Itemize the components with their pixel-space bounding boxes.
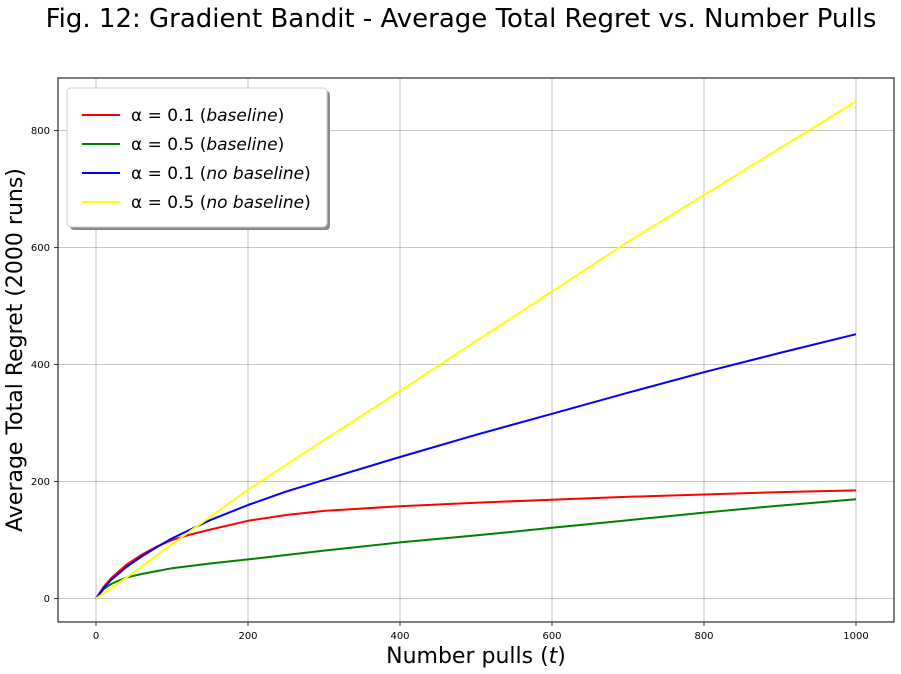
legend-mode: no baseline [206,164,304,184]
legend-entry-3: α = 0.1 (no baseline) [131,164,311,184]
legend-alpha: α = 0.5 ( [131,193,206,213]
x-tick-label: 800 [694,631,713,642]
legend-alpha: α = 0.5 ( [131,135,206,155]
legend-close: ) [304,193,311,213]
x-axis-label-close: ) [557,644,566,669]
legend: α = 0.1 (baseline)α = 0.5 (baseline)α = … [66,87,330,230]
x-tick-label: 400 [390,631,409,642]
series-line-3 [95,333,857,600]
plot-area-frame [57,77,895,623]
legend-close: ) [278,135,285,155]
series-line-1 [95,489,857,600]
x-axis-label-var: t [549,644,559,669]
legend-entry-4: α = 0.5 (no baseline) [131,193,311,213]
y-tick-label: 400 [31,360,50,371]
y-axis-label: Average Total Regret (2000 runs) [3,168,28,532]
axis-ticks: 0 200 400 600 800 1000 0 200 400 600 800 [31,126,869,642]
x-tick-label: 0 [93,631,99,642]
legend-mode: baseline [206,135,277,155]
y-tick-label: 200 [31,477,50,488]
legend-box [66,87,328,228]
x-axis-label-text: Number pulls ( [386,644,549,669]
y-tick-label: 800 [31,126,50,137]
series-line-2 [95,498,857,600]
legend-mode: no baseline [206,193,304,213]
legend-close: ) [278,106,285,126]
legend-entry-1: α = 0.1 (baseline) [131,106,284,126]
x-axis-label: Number pulls (t) [386,644,566,669]
x-tick-label: 1000 [843,631,868,642]
legend-entry-2: α = 0.5 (baseline) [131,135,284,155]
legend-alpha: α = 0.1 ( [131,164,206,184]
chart-title: Fig. 12: Gradient Bandit - Average Total… [46,4,877,34]
legend-close: ) [304,164,311,184]
legend-alpha: α = 0.1 ( [131,106,206,126]
legend-mode: baseline [206,106,277,126]
y-tick-label: 0 [44,594,50,605]
x-tick-label: 200 [238,631,257,642]
series-line-4 [95,100,857,600]
series-lines [95,100,857,600]
y-tick-label: 600 [31,243,50,254]
x-tick-label: 600 [542,631,561,642]
